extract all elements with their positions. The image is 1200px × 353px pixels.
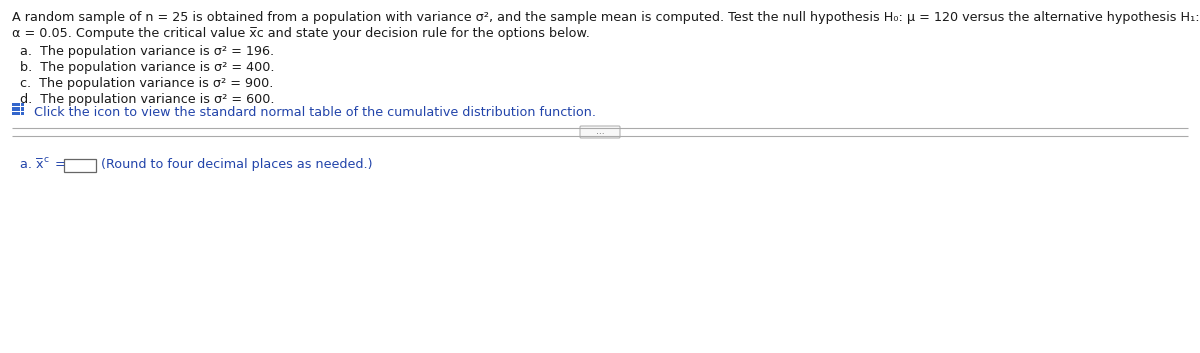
Text: Click the icon to view the standard normal table of the cumulative distribution : Click the icon to view the standard norm… (34, 106, 596, 119)
Text: b.  The population variance is σ² = 400.: b. The population variance is σ² = 400. (20, 61, 275, 74)
Bar (12, 107, 16, 111)
Text: d.  The population variance is σ² = 600.: d. The population variance is σ² = 600. (20, 93, 275, 106)
Bar (12, 103, 16, 107)
Text: =: = (50, 158, 70, 171)
Text: (Round to four decimal places as needed.): (Round to four decimal places as needed.… (101, 158, 372, 171)
Text: c.  The population variance is σ² = 900.: c. The population variance is σ² = 900. (20, 77, 274, 90)
FancyBboxPatch shape (580, 126, 620, 138)
Bar (20, 112, 24, 115)
Text: a.  The population variance is σ² = 196.: a. The population variance is σ² = 196. (20, 45, 274, 58)
Text: α = 0.05. Compute the critical value x̅c and state your decision rule for the op: α = 0.05. Compute the critical value x̅c… (12, 27, 590, 40)
Bar (17, 112, 19, 115)
Text: A random sample of n = 25 is obtained from a population with variance σ², and th: A random sample of n = 25 is obtained fr… (12, 11, 1200, 24)
Text: ...: ... (595, 127, 605, 137)
Bar (17, 103, 19, 107)
Bar (64, 159, 96, 172)
Text: a.: a. (20, 158, 36, 171)
Bar (12, 112, 16, 115)
Bar (20, 103, 24, 107)
Text: c: c (44, 155, 49, 164)
Bar (20, 107, 24, 111)
Text: x̅: x̅ (36, 158, 43, 171)
Bar (17, 107, 19, 111)
